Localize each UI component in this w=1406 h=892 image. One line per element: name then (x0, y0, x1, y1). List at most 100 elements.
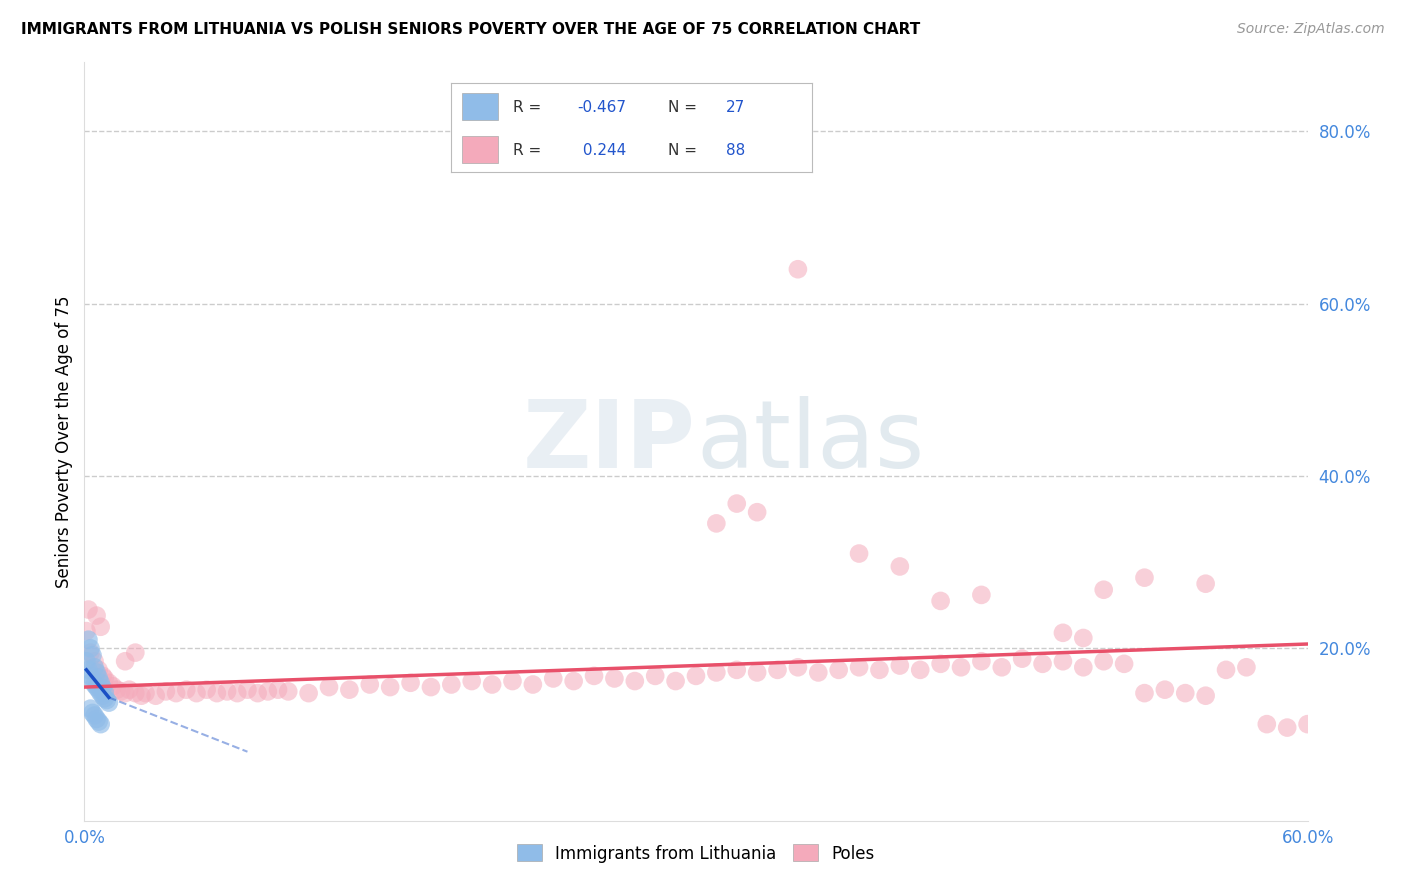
Point (155, 684, 177, 698)
Point (83, 708, 105, 723)
Point (83, 660, 105, 674)
Point (440, 677, 463, 691)
Point (562, 674, 585, 689)
Point (970, 654, 993, 668)
Point (318, 680, 340, 694)
Point (889, 658, 911, 673)
Text: atlas: atlas (696, 395, 924, 488)
Point (603, 672, 626, 686)
Point (114, 686, 136, 700)
Point (706, 665, 728, 680)
Point (82, 706, 104, 720)
Point (685, 669, 707, 683)
Point (79, 641, 101, 656)
Point (1133, 686, 1156, 700)
Point (77, 602, 100, 616)
Point (87, 671, 110, 685)
Point (97, 675, 120, 690)
Point (481, 677, 503, 691)
Legend: Immigrants from Lithuania, Poles: Immigrants from Lithuania, Poles (510, 838, 882, 869)
Point (186, 686, 208, 700)
Point (83, 654, 105, 668)
Point (267, 682, 290, 697)
Point (124, 686, 146, 700)
Point (90, 717, 112, 731)
Point (86, 608, 108, 623)
Point (77, 632, 100, 647)
Point (91, 669, 114, 683)
Point (1296, 717, 1319, 731)
Point (747, 505, 769, 519)
Point (461, 674, 484, 689)
Point (910, 663, 932, 677)
Point (91, 689, 114, 703)
Point (90, 686, 112, 700)
Point (90, 675, 112, 690)
Point (226, 686, 249, 700)
Point (298, 686, 321, 700)
Point (1195, 689, 1218, 703)
Text: ZIP: ZIP (523, 395, 696, 488)
Point (1133, 571, 1156, 585)
Point (950, 660, 973, 674)
Point (205, 686, 228, 700)
Point (77, 663, 100, 677)
Point (135, 686, 157, 700)
Point (787, 262, 810, 277)
Point (82, 674, 104, 689)
Point (79, 701, 101, 715)
Point (165, 686, 187, 700)
Point (83, 677, 105, 691)
Point (93, 691, 115, 706)
Point (889, 559, 911, 574)
Point (114, 654, 136, 668)
Point (79, 669, 101, 683)
Point (399, 675, 422, 690)
Point (1195, 576, 1218, 591)
Point (195, 682, 218, 697)
Point (1236, 660, 1258, 674)
Point (93, 685, 115, 699)
Point (766, 663, 789, 677)
Point (1256, 717, 1278, 731)
Point (174, 682, 197, 697)
Point (110, 684, 132, 698)
Point (1114, 657, 1136, 671)
Point (929, 594, 952, 608)
Point (970, 588, 993, 602)
Point (1073, 631, 1095, 645)
Point (217, 684, 239, 698)
Point (644, 669, 666, 683)
Point (706, 516, 728, 531)
Point (145, 689, 167, 703)
Point (105, 682, 128, 697)
Point (339, 682, 361, 697)
Point (87, 682, 110, 697)
Point (1011, 651, 1033, 665)
Point (87, 663, 110, 677)
Point (75, 654, 97, 668)
Point (236, 682, 259, 697)
Point (583, 669, 606, 683)
Point (79, 646, 101, 660)
Point (1052, 625, 1074, 640)
Point (1215, 663, 1237, 677)
Point (1092, 654, 1115, 668)
Point (828, 663, 851, 677)
Y-axis label: Seniors Poverty Over the Age of 75: Seniors Poverty Over the Age of 75 (55, 295, 73, 588)
Point (124, 646, 146, 660)
Point (929, 657, 952, 671)
Point (848, 547, 870, 561)
Point (807, 665, 830, 680)
Point (747, 665, 769, 680)
Point (93, 672, 115, 686)
Point (1174, 686, 1197, 700)
Text: Source: ZipAtlas.com: Source: ZipAtlas.com (1237, 22, 1385, 37)
Point (75, 624, 97, 639)
Point (86, 680, 108, 694)
Point (665, 674, 688, 689)
Point (1154, 682, 1177, 697)
Point (420, 680, 443, 694)
Point (246, 686, 269, 700)
Text: IMMIGRANTS FROM LITHUANIA VS POLISH SENIORS POVERTY OVER THE AGE OF 75 CORRELATI: IMMIGRANTS FROM LITHUANIA VS POLISH SENI… (21, 22, 921, 37)
